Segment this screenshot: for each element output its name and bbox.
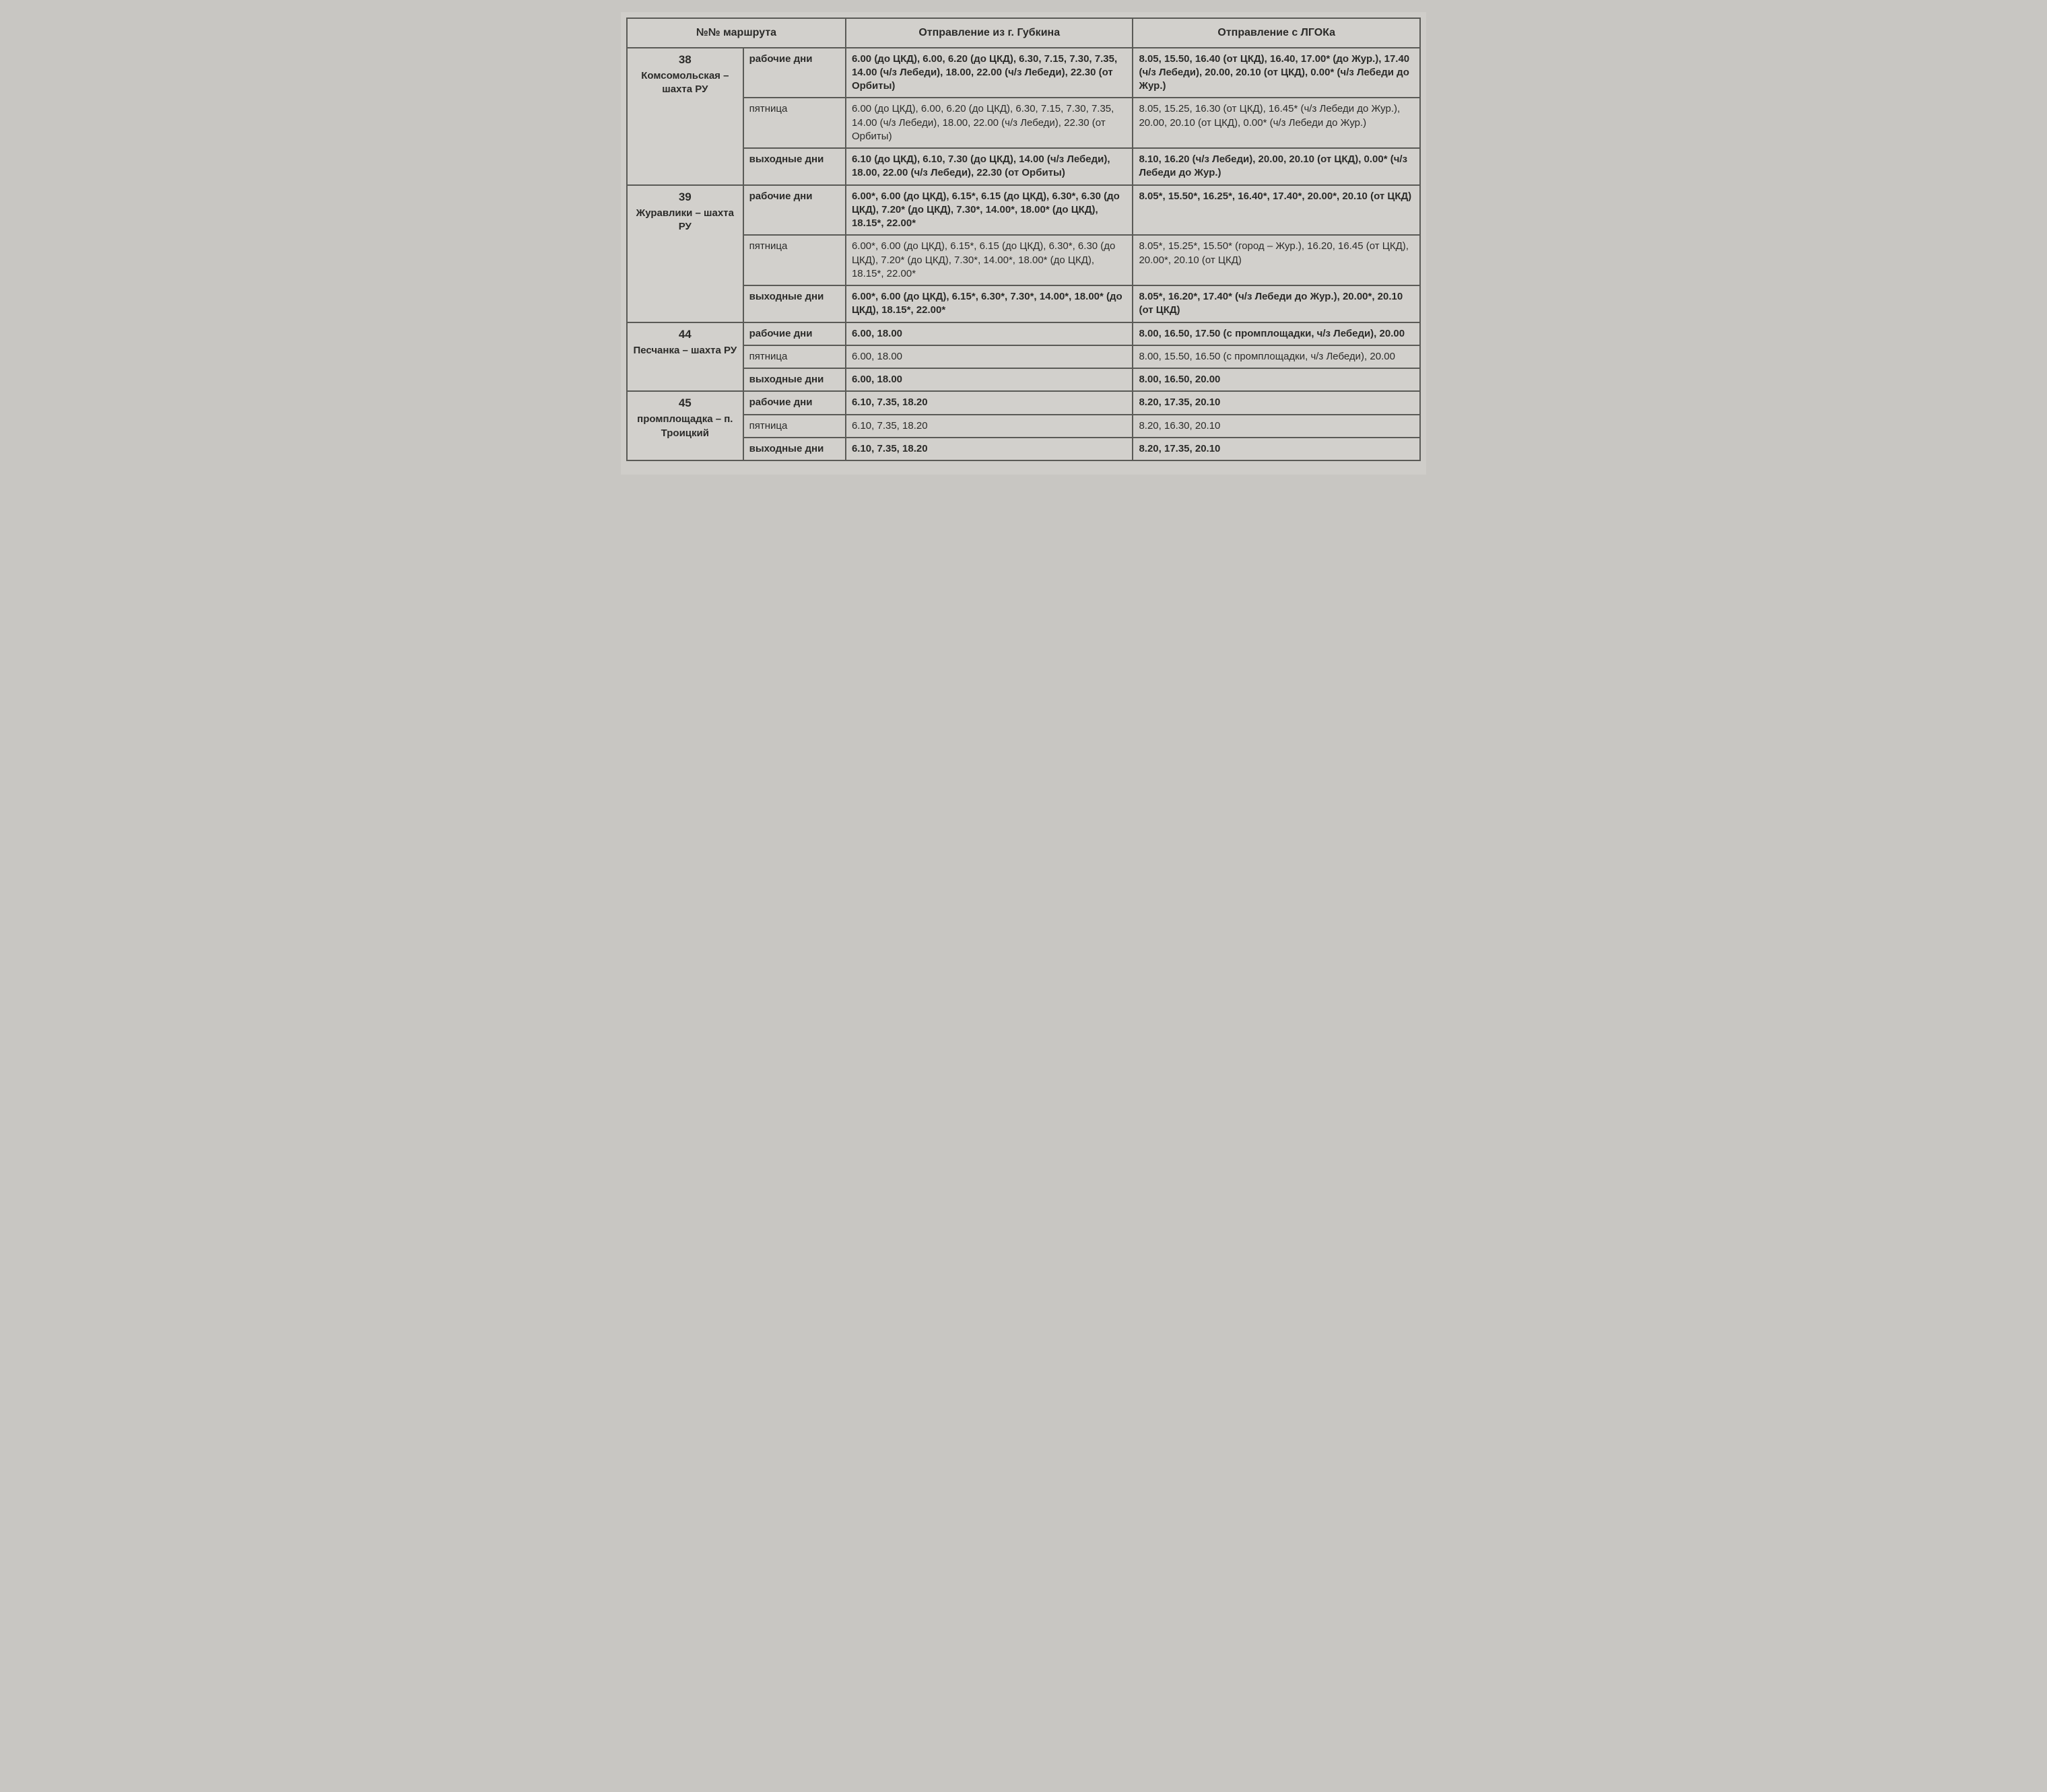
dep-gubkin-cell: 6.00*, 6.00 (до ЦКД), 6.15*, 6.15 (до ЦК… xyxy=(846,235,1133,285)
route-number: 45 xyxy=(633,396,737,411)
table-row: выходные дни6.10 (до ЦКД), 6.10, 7.30 (д… xyxy=(627,148,1420,185)
daytype-cell: рабочие дни xyxy=(743,322,846,345)
table-row: 44Песчанка – шахта РУрабочие дни6.00, 18… xyxy=(627,322,1420,345)
daytype-cell: рабочие дни xyxy=(743,48,846,98)
route-name: Песчанка – шахта РУ xyxy=(633,345,737,356)
dep-lgok-cell: 8.05, 15.50, 16.40 (от ЦКД), 16.40, 17.0… xyxy=(1133,48,1420,98)
table-row: 39 Журавлики – шахта РУ рабочие дни6.00*, … xyxy=(627,185,1420,236)
route-number: 39 xyxy=(633,190,737,205)
table-row: пятница6.00 (до ЦКД), 6.00, 6.20 (до ЦКД… xyxy=(627,98,1420,148)
daytype-cell: пятница xyxy=(743,415,846,438)
dep-lgok-cell: 8.05*, 15.25*, 15.50* (город – Жур.), 16… xyxy=(1133,235,1420,285)
table-row: выходные дни6.00, 18.008.00, 16.50, 20.0… xyxy=(627,368,1420,391)
dep-lgok-cell: 8.20, 17.35, 20.10 xyxy=(1133,391,1420,414)
table-row: пятница6.10, 7.35, 18.208.20, 16.30, 20.… xyxy=(627,415,1420,438)
dep-gubkin-cell: 6.00, 18.00 xyxy=(846,322,1133,345)
route-cell: 44 Песчанка – шахта РУ xyxy=(627,322,743,392)
table-head: №№ маршрута Отправление из г. Губкина От… xyxy=(627,18,1420,48)
table-row: 45промплощадка – п. Троицкийрабочие дни6… xyxy=(627,391,1420,414)
header-dep2: Отправление с ЛГОКа xyxy=(1133,18,1420,48)
daytype-cell: рабочие дни xyxy=(743,391,846,414)
dep-lgok-cell: 8.10, 16.20 (ч/з Лебеди), 20.00, 20.10 (… xyxy=(1133,148,1420,185)
dep-gubkin-cell: 6.00 (до ЦКД), 6.00, 6.20 (до ЦКД), 6.30… xyxy=(846,98,1133,148)
dep-gubkin-cell: 6.00*, 6.00 (до ЦКД), 6.15*, 6.30*, 7.30… xyxy=(846,285,1133,322)
header-dep1: Отправление из г. Губкина xyxy=(846,18,1133,48)
daytype-cell: рабочие дни xyxy=(743,185,846,236)
dep-gubkin-cell: 6.10, 7.35, 18.20 xyxy=(846,391,1133,414)
table-row: пятница6.00*, 6.00 (до ЦКД), 6.15*, 6.15… xyxy=(627,235,1420,285)
header-route: №№ маршрута xyxy=(627,18,846,48)
dep-gubkin-cell: 6.10 (до ЦКД), 6.10, 7.30 (до ЦКД), 14.0… xyxy=(846,148,1133,185)
dep-lgok-cell: 8.00, 16.50, 20.00 xyxy=(1133,368,1420,391)
dep-gubkin-cell: 6.10, 7.35, 18.20 xyxy=(846,415,1133,438)
table-row: пятница6.00, 18.008.00, 15.50, 16.50 (с … xyxy=(627,345,1420,368)
dep-gubkin-cell: 6.00*, 6.00 (до ЦКД), 6.15*, 6.15 (до ЦК… xyxy=(846,185,1133,236)
daytype-cell: выходные дни xyxy=(743,148,846,185)
route-name: Комсомольская – шахта РУ xyxy=(641,70,729,95)
dep-lgok-cell: 8.00, 16.50, 17.50 (с промплощадки, ч/з … xyxy=(1133,322,1420,345)
dep-lgok-cell: 8.00, 15.50, 16.50 (с промплощадки, ч/з … xyxy=(1133,345,1420,368)
route-cell: 39 Журавлики – шахта РУ xyxy=(627,185,743,322)
route-cell: 45 промплощадка – п. Троицкий xyxy=(627,391,743,460)
daytype-cell: выходные дни xyxy=(743,438,846,460)
dep-gubkin-cell: 6.00, 18.00 xyxy=(846,345,1133,368)
route-name: промплощадка – п. Троицкий xyxy=(637,413,733,438)
dep-lgok-cell: 8.05*, 16.20*, 17.40* (ч/з Лебеди до Жур… xyxy=(1133,285,1420,322)
daytype-cell: выходные дни xyxy=(743,285,846,322)
table-row: 38 Комсомольская – шахта РУ рабочие дни6.0… xyxy=(627,48,1420,98)
schedule-table: №№ маршрута Отправление из г. Губкина От… xyxy=(626,18,1421,461)
dep-lgok-cell: 8.05*, 15.50*, 16.25*, 16.40*, 17.40*, 2… xyxy=(1133,185,1420,236)
dep-lgok-cell: 8.05, 15.25, 16.30 (от ЦКД), 16.45* (ч/з… xyxy=(1133,98,1420,148)
dep-gubkin-cell: 6.00 (до ЦКД), 6.00, 6.20 (до ЦКД), 6.30… xyxy=(846,48,1133,98)
daytype-cell: пятница xyxy=(743,345,846,368)
table-row: выходные дни6.10, 7.35, 18.208.20, 17.35… xyxy=(627,438,1420,460)
route-number: 38 xyxy=(633,53,737,68)
dep-gubkin-cell: 6.10, 7.35, 18.20 xyxy=(846,438,1133,460)
route-name: Журавлики – шахта РУ xyxy=(636,207,734,232)
table-row: выходные дни6.00*, 6.00 (до ЦКД), 6.15*,… xyxy=(627,285,1420,322)
dep-lgok-cell: 8.20, 17.35, 20.10 xyxy=(1133,438,1420,460)
daytype-cell: пятница xyxy=(743,98,846,148)
route-number: 44 xyxy=(633,327,737,343)
page: №№ маршрута Отправление из г. Губкина От… xyxy=(621,12,1426,475)
daytype-cell: выходные дни xyxy=(743,368,846,391)
dep-gubkin-cell: 6.00, 18.00 xyxy=(846,368,1133,391)
daytype-cell: пятница xyxy=(743,235,846,285)
route-cell: 38 Комсомольская – шахта РУ xyxy=(627,48,743,185)
dep-lgok-cell: 8.20, 16.30, 20.10 xyxy=(1133,415,1420,438)
table-body: 38Комсомольская – шахта РУрабочие дни6.0… xyxy=(627,48,1420,461)
